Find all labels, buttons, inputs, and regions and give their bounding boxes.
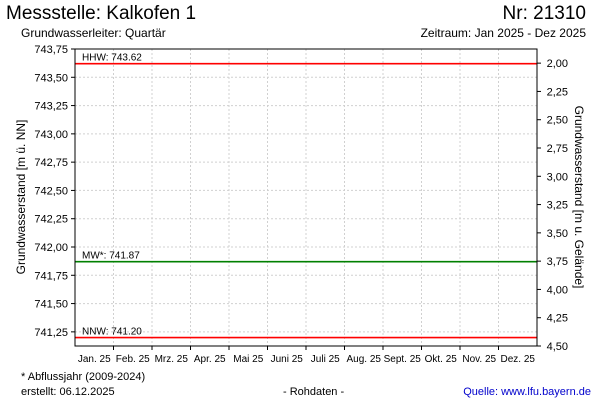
period-label: Zeitraum: Jan 2025 - Dez 2025 — [420, 26, 586, 40]
x-tick-label: Jan. 25 — [78, 354, 111, 365]
x-tick-label: Sept. 25 — [384, 354, 422, 365]
footnote: * Abflussjahr (2009-2024) — [21, 371, 146, 383]
y-left-tick-label: 743,75 — [34, 44, 68, 56]
y-right-tick-label: 3,25 — [547, 200, 568, 212]
y-left-tick-label: 742,25 — [34, 214, 68, 226]
station-number: Nr: 21310 — [502, 3, 586, 24]
y-left-tick-label: 743,50 — [34, 72, 68, 84]
y-right-tick-label: 3,75 — [547, 256, 568, 268]
y-right-tick-label: 4,50 — [547, 341, 568, 353]
y-left-tick-label: 743,00 — [34, 129, 68, 141]
y-right-tick-label: 2,75 — [547, 143, 568, 155]
y-right-tick-label: 2,50 — [547, 115, 568, 127]
x-tick-label: Mai 25 — [233, 354, 263, 365]
source-link[interactable]: Quelle: www.lfu.bayern.de — [463, 386, 591, 398]
y-right-tick-label: 3,50 — [547, 228, 568, 240]
created-date: erstellt: 06.12.2025 — [21, 386, 115, 398]
x-tick-label: Feb. 25 — [116, 354, 150, 365]
y-axis-right-label: Grundwasserstand [m u. Gelände] — [572, 105, 586, 289]
reference-line-label: NNW: 741.20 — [82, 327, 142, 338]
y-left-tick-label: 742,00 — [34, 242, 68, 254]
aquifer-subtitle: Grundwasserleiter: Quartär — [21, 26, 166, 40]
x-tick-label: Juni 25 — [271, 354, 304, 365]
y-right-tick-label: 4,25 — [547, 313, 568, 325]
y-right-tick-label: 2,00 — [547, 58, 568, 70]
axis-ticks: Jan. 25 Feb. 25 Mrz. 25 Apr. 25 Mai 25 Juni 2… — [34, 44, 568, 365]
y-left-tick-label: 743,25 — [34, 101, 68, 113]
reference-lines: HHW: 743.62 MW*: 741.87 NNW: 741.20 — [75, 53, 537, 339]
y-left-tick-label: 742,50 — [34, 185, 68, 197]
y-right-tick-label: 2,25 — [547, 86, 568, 98]
y-left-tick-label: 741,25 — [34, 327, 68, 339]
grid-lines — [75, 49, 537, 346]
y-right-tick-label: 3,00 — [547, 171, 568, 183]
y-left-tick-label: 741,50 — [34, 299, 68, 311]
x-tick-label: Mrz. 25 — [155, 354, 189, 365]
page-title: Messstelle: Kalkofen 1 — [6, 3, 197, 24]
x-tick-label: Nov. 25 — [462, 354, 496, 365]
y-left-tick-label: 742,75 — [34, 157, 68, 169]
x-tick-label: Juli 25 — [311, 354, 340, 365]
y-left-tick-label: 741,75 — [34, 270, 68, 282]
y-axis-left-label: Grundwasserstand [m ü. NN] — [14, 119, 28, 275]
x-tick-label: Apr. 25 — [194, 354, 226, 365]
x-tick-label: Aug. 25 — [347, 354, 382, 365]
raw-data-label: - Rohdaten - — [283, 386, 345, 398]
reference-line-label: MW*: 741.87 — [82, 251, 140, 262]
y-right-tick-label: 4,00 — [547, 284, 568, 296]
x-tick-label: Dez. 25 — [501, 354, 536, 365]
x-tick-label: Okt. 25 — [425, 354, 458, 365]
reference-line-label: HHW: 743.62 — [82, 53, 142, 64]
